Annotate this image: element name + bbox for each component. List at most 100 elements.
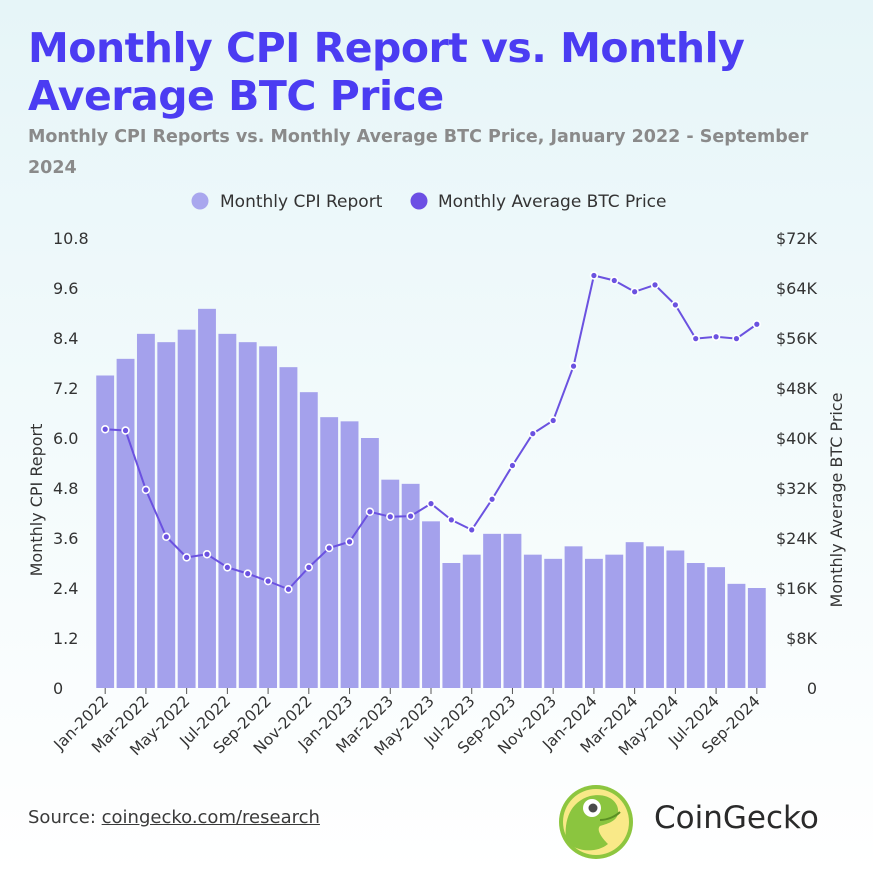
y-left-tick: 2.4 [53, 579, 78, 598]
coingecko-logo-icon [559, 785, 633, 859]
btc-point-Apr-2022 [162, 532, 171, 541]
y-right-tick: $16K [776, 579, 818, 598]
page-subtitle: Monthly CPI Reports vs. Monthly Average … [28, 127, 809, 178]
btc-point-Jan-2022 [100, 425, 110, 434]
btc-point-Jun-2023 [447, 515, 456, 525]
line-series [100, 271, 762, 594]
legend-bar-label: Monthly CPI Report [220, 192, 383, 212]
btc-point-Jul-2024 [711, 332, 721, 341]
btc-point-May-2024 [671, 300, 680, 310]
cpi-bar-Sep-2022 [259, 346, 278, 688]
legend-line-label: Monthly Average BTC Price [438, 192, 666, 212]
source-link[interactable]: coingecko.com/research [101, 807, 320, 828]
btc-point-Dec-2022 [324, 543, 334, 553]
btc-point-Apr-2023 [406, 511, 415, 521]
cpi-bar-Jun-2024 [686, 563, 705, 688]
y-left-tick: 3.6 [53, 529, 78, 548]
cpi-bar-Aug-2022 [238, 342, 257, 688]
btc-point-Feb-2024 [610, 276, 619, 285]
btc-point-Mar-2022 [141, 485, 151, 495]
x-axis: Jan-2022Mar-2022May-2022Jul-2022Sep-2022… [50, 688, 764, 759]
y-right-tick: 0 [807, 679, 817, 698]
cpi-bar-Aug-2024 [727, 583, 746, 688]
btc-point-Sep-2023 [508, 461, 517, 470]
source-label: Source: [28, 807, 96, 828]
y-right-tick: $56K [776, 329, 818, 348]
cpi-bar-May-2023 [422, 521, 440, 688]
btc-point-Sep-2022 [263, 576, 273, 586]
y-right-tick: $48K [776, 379, 818, 398]
y-right-tick: $64K [776, 279, 818, 298]
y-axis-left-title: Monthly CPI Report [27, 424, 46, 577]
btc-point-Mar-2024 [630, 287, 639, 296]
cpi-bar-May-2022 [177, 329, 196, 688]
cpi-bar-Mar-2022 [136, 333, 155, 688]
brand-block: CoinGecko [556, 782, 856, 862]
btc-point-Aug-2024 [732, 334, 741, 343]
cpi-bar-Jul-2024 [707, 567, 726, 688]
btc-point-May-2022 [182, 553, 191, 562]
btc-point-Nov-2022 [304, 563, 314, 572]
cpi-bar-Aug-2023 [483, 533, 502, 688]
btc-point-Nov-2023 [548, 416, 558, 425]
y-right-tick: $24K [776, 529, 818, 548]
btc-point-Jan-2023 [345, 537, 354, 546]
btc-point-May-2023 [426, 499, 436, 508]
cpi-bar-Jul-2023 [462, 554, 481, 688]
cpi-bar-Sep-2024 [747, 588, 766, 688]
cpi-bar-Jan-2024 [584, 558, 603, 688]
y-left-tick: 7.2 [53, 379, 78, 398]
cpi-bar-Jan-2023 [340, 421, 359, 688]
y-left-tick: 4.8 [53, 479, 78, 498]
cpi-bar-Oct-2023 [523, 554, 542, 688]
y-left-tick: 6.0 [53, 429, 78, 448]
btc-point-Jan-2024 [589, 271, 599, 280]
btc-point-Jun-2022 [202, 550, 212, 559]
cpi-bar-Apr-2024 [646, 546, 664, 688]
btc-point-Feb-2022 [121, 426, 130, 435]
cpi-bar-May-2024 [666, 550, 685, 688]
btc-point-Apr-2024 [650, 280, 660, 290]
cpi-bar-Feb-2022 [116, 358, 135, 688]
y-axis-right-title: Monthly Average BTC Price [827, 392, 846, 607]
y-right-tick: $72K [776, 229, 818, 248]
brand-name: CoinGecko [654, 800, 819, 836]
legend-line-dot [410, 192, 428, 210]
btc-point-Sep-2024 [752, 320, 762, 329]
cpi-bar-Dec-2022 [320, 417, 339, 688]
cpi-btc-chart: Monthly CPI Report Monthly Average BTC P… [27, 192, 846, 759]
cpi-bar-Feb-2024 [605, 554, 624, 688]
legend-bar-dot [191, 192, 209, 210]
btc-point-Aug-2022 [243, 569, 252, 578]
y-right-tick: $8K [786, 629, 817, 648]
y-right-tick: $40K [776, 429, 818, 448]
btc-point-Feb-2023 [365, 507, 375, 516]
cpi-bar-Jun-2023 [442, 563, 461, 688]
btc-point-Oct-2023 [528, 429, 538, 438]
btc-point-Jun-2024 [691, 334, 700, 343]
btc-point-Dec-2023 [569, 361, 578, 371]
cpi-bar-Apr-2022 [157, 342, 176, 688]
btc-point-Jul-2023 [467, 525, 476, 535]
cpi-bar-Nov-2023 [544, 558, 563, 688]
cpi-bar-Oct-2022 [279, 367, 298, 688]
y-axis-left: 0 1.2 2.4 3.6 4.8 6.0 7.2 8.4 9.6 10.8 [53, 229, 89, 698]
bars-series [96, 308, 766, 688]
cpi-bar-Jun-2022 [198, 308, 216, 688]
btc-point-Mar-2023 [386, 512, 395, 521]
y-right-tick: $32K [776, 479, 818, 498]
y-left-tick: 10.8 [53, 229, 89, 248]
y-left-tick: 1.2 [53, 629, 78, 648]
cpi-bar-Jul-2022 [218, 333, 237, 688]
cpi-bar-Mar-2023 [381, 479, 400, 688]
y-axis-right: 0 $8K $16K $24K $32K $40K $48K $56K $64K $72K [776, 229, 818, 698]
btc-point-Oct-2022 [284, 585, 293, 594]
cpi-bar-Nov-2022 [299, 392, 318, 688]
source-line: Source: coingecko.com/research [28, 807, 320, 828]
cpi-bar-Jan-2022 [96, 375, 115, 688]
legend: Monthly CPI Report Monthly Average BTC P… [191, 192, 666, 212]
page-title: Monthly CPI Report vs. Monthly Average B… [28, 24, 745, 120]
y-left-tick: 8.4 [53, 329, 78, 348]
cpi-bar-Mar-2024 [625, 542, 644, 688]
y-left-tick: 9.6 [53, 279, 78, 298]
